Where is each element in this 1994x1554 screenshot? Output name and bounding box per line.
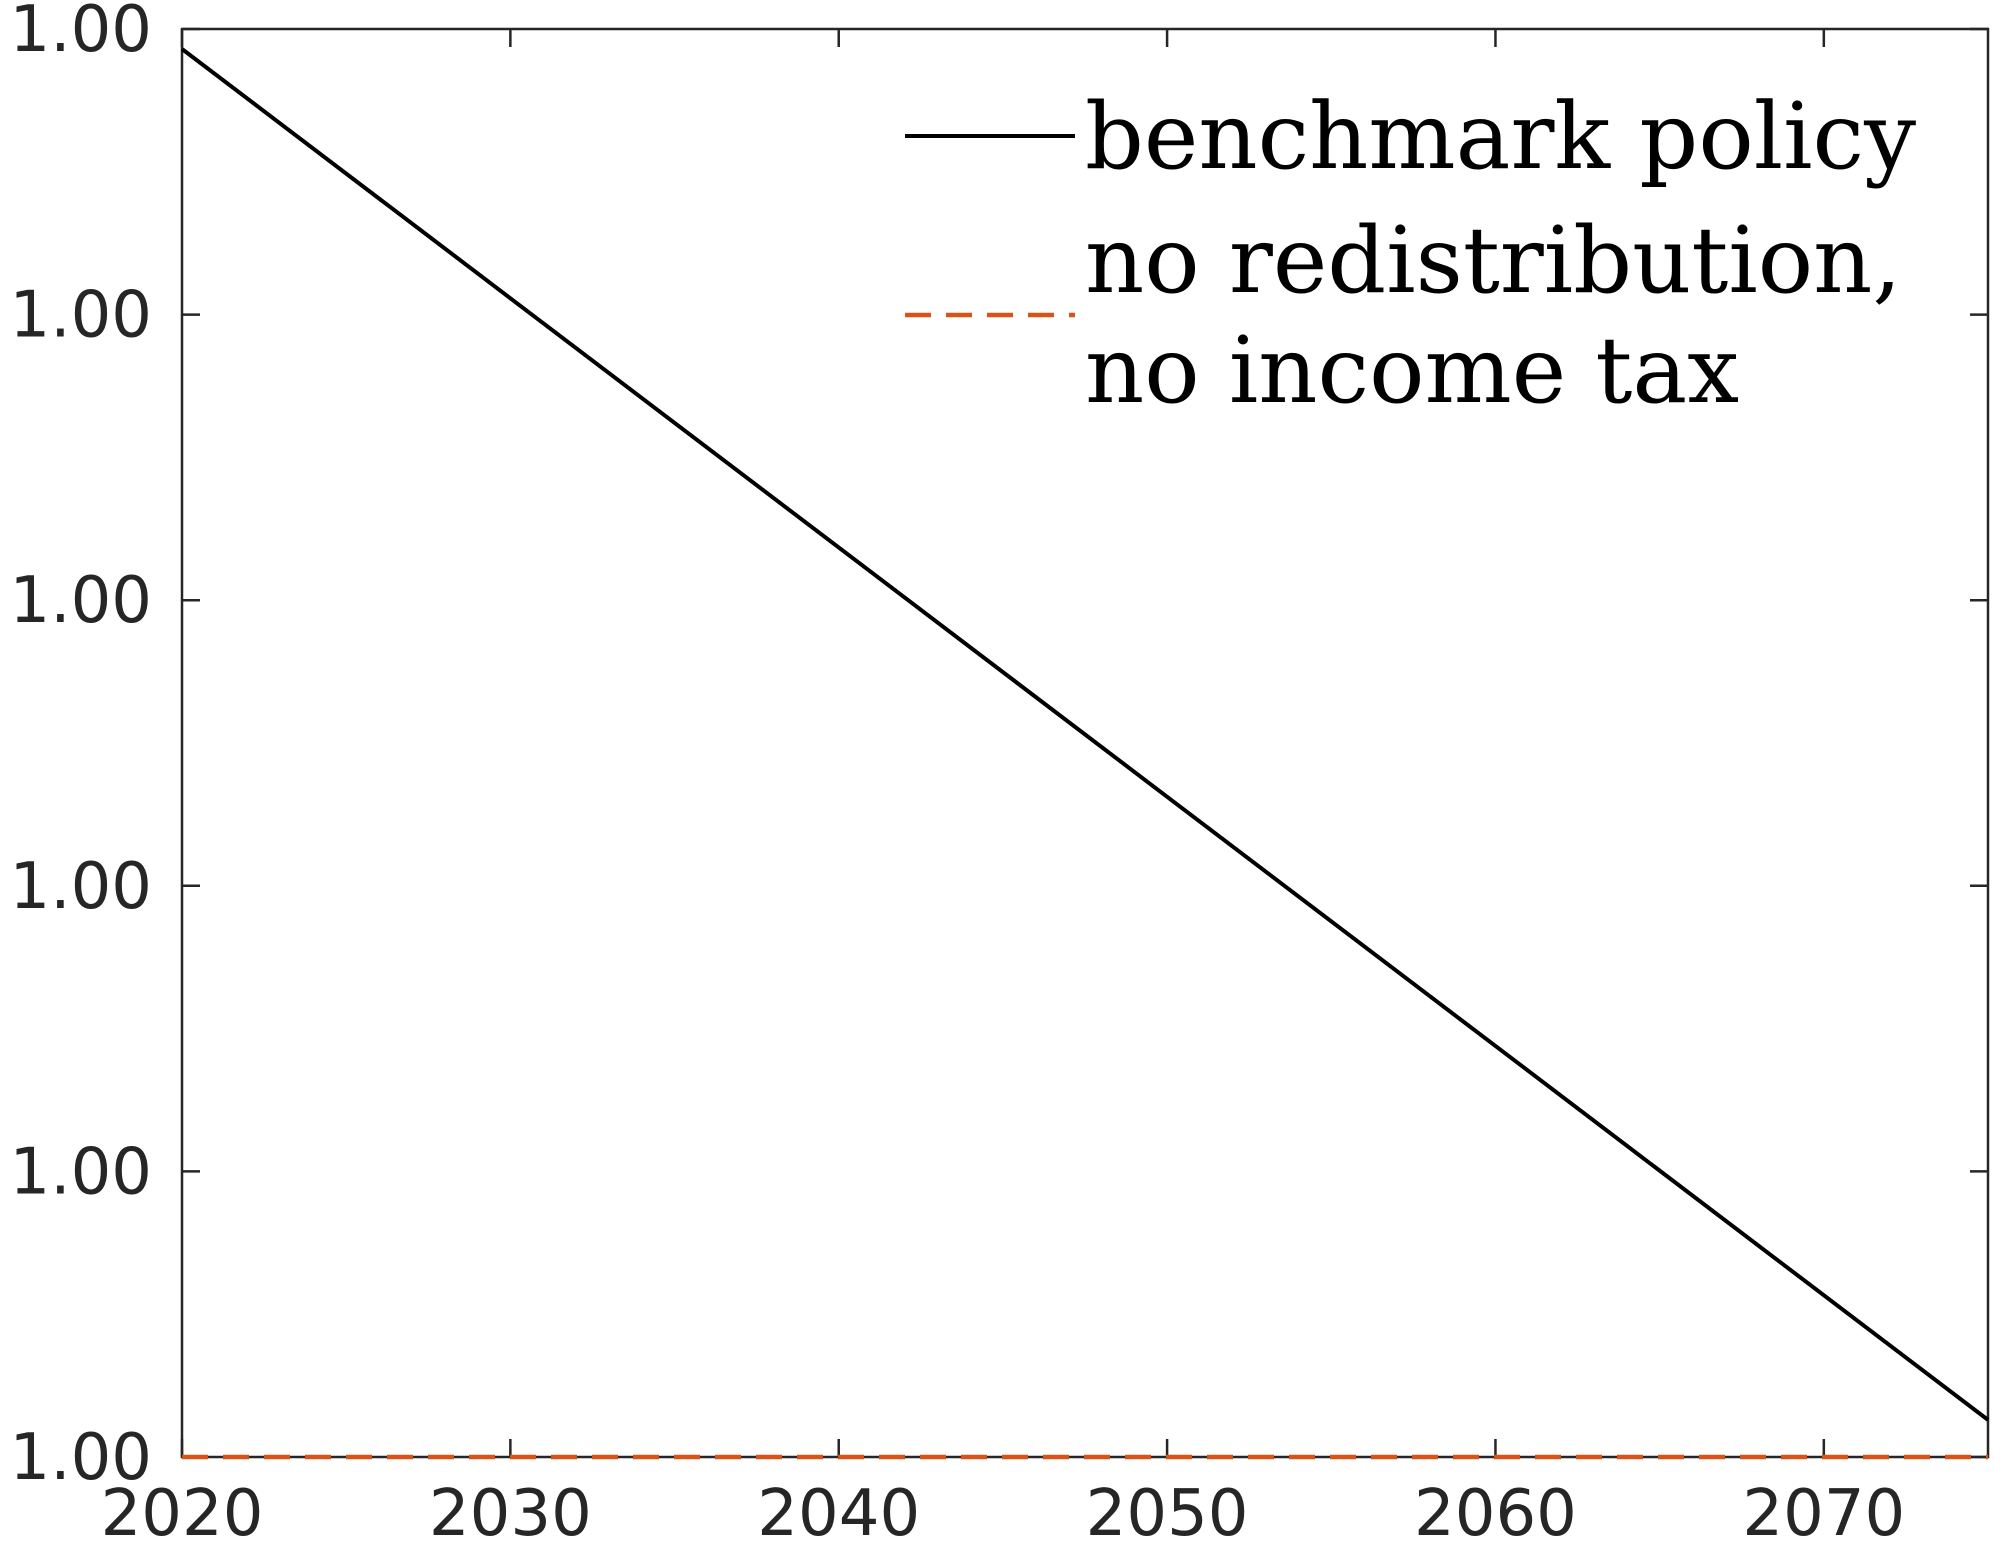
x-tick-label: 2020 — [101, 1477, 264, 1551]
x-tick-label: 2050 — [1086, 1477, 1249, 1551]
y-tick-label: 1.00 — [10, 0, 153, 67]
y-tick-label: 1.00 — [10, 564, 153, 638]
x-axis-ticks: 2020 2030 2040 2050 2060 2070 — [101, 29, 1905, 1551]
legend: benchmark policy no redistribution,no inc… — [905, 83, 1916, 424]
legend-label: no income tax — [1085, 317, 1739, 424]
series-line-0 — [180, 47, 1990, 1422]
x-tick-label: 2040 — [757, 1477, 920, 1551]
x-tick-label: 2060 — [1414, 1477, 1577, 1551]
y-tick-label: 1.00 — [10, 1135, 153, 1209]
y-tick-label: 1.00 — [10, 850, 153, 924]
x-tick-label: 2070 — [1742, 1477, 1905, 1551]
y-tick-label: 1.00 — [10, 1421, 153, 1495]
y-tick-label: 1.00 — [10, 279, 153, 353]
x-tick-label: 2030 — [429, 1477, 592, 1551]
series-layer — [180, 47, 1990, 1460]
plot-area — [180, 27, 1990, 1459]
legend-label: benchmark policy — [1085, 83, 1916, 190]
legend-label: no redistribution, — [1085, 207, 1902, 314]
y-axis-ticks: 1.00 1.00 1.00 1.00 1.00 1.00 — [10, 0, 1988, 1495]
